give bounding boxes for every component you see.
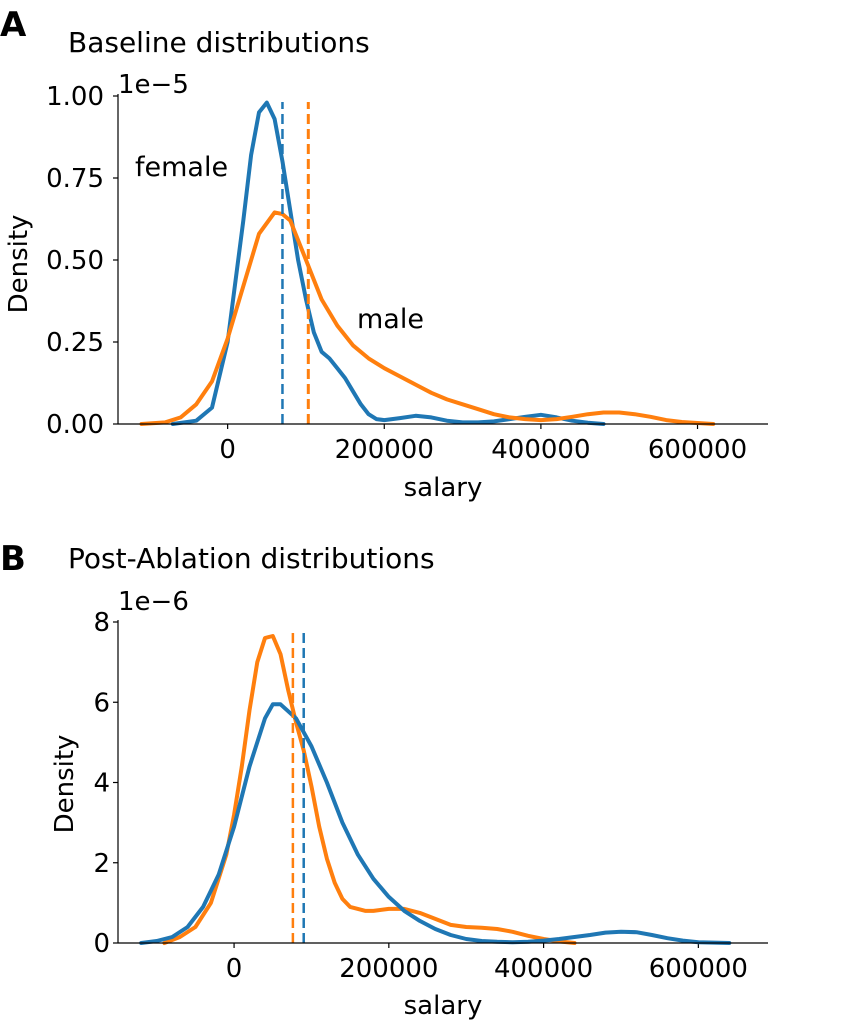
panel-b-y-tick-label: 6 — [93, 688, 110, 718]
panel-letter-a: A — [0, 5, 27, 45]
panel-b-x-tick-label: 400000 — [494, 954, 593, 984]
panel-b-y-exponent: 1e−6 — [118, 587, 189, 617]
panel-a-y-tick-label: 1.00 — [46, 82, 104, 112]
panel-a: A Baseline distributions 1e−5 Density sa… — [0, 5, 768, 503]
panel-a-x-tick-label: 200000 — [335, 435, 434, 465]
panel-b-y-tick-label: 4 — [93, 769, 110, 799]
panel-a-curve-male — [139, 210, 716, 426]
panel-b-curves — [139, 634, 732, 945]
panel-letter-b: B — [0, 539, 26, 579]
panel-a-title: Baseline distributions — [68, 26, 370, 59]
panel-a-ticks: 0 200000 400000 600000 0.00 0.25 0.50 0.75 1.00 — [46, 82, 747, 465]
panel-b-x-tick-label: 0 — [226, 954, 243, 984]
panel-a-curves — [139, 100, 716, 426]
panel-a-y-tick-label: 0.00 — [46, 410, 104, 440]
panel-b-mean-lines — [291, 628, 305, 943]
panel-b-curve-female — [139, 702, 732, 945]
panel-b-title: Post-Ablation distributions — [68, 542, 435, 575]
panel-a-x-tick-label: 600000 — [648, 435, 747, 465]
panel-b-x-tick-label: 200000 — [339, 954, 438, 984]
panel-b-curve-male — [162, 634, 577, 945]
annotation-male: male — [357, 304, 424, 335]
panel-a-x-tick-label: 0 — [219, 435, 236, 465]
panel-a-y-axis-label: Density — [4, 215, 34, 314]
annotation-female: female — [135, 152, 228, 183]
panel-b-y-tick-label: 8 — [93, 608, 110, 638]
panel-a-x-tick-label: 400000 — [491, 435, 590, 465]
panel-a-curve-female — [170, 100, 606, 426]
panel-b-x-axis-label: salary — [404, 991, 483, 1021]
panel-b-y-tick-label: 0 — [93, 929, 110, 959]
panel-a-y-tick-label: 0.50 — [46, 246, 104, 276]
panel-a-mean-lines — [281, 102, 310, 424]
panel-a-x-axis-label: salary — [404, 473, 483, 503]
panel-a-y-tick-label: 0.75 — [46, 164, 104, 194]
panel-b: B Post-Ablation distributions 1e−6 Densi… — [0, 539, 768, 1021]
panel-b-x-tick-label: 600000 — [649, 954, 748, 984]
panel-b-axes — [117, 620, 768, 944]
panel-a-y-exponent: 1e−5 — [118, 70, 189, 100]
panel-b-y-tick-label: 2 — [93, 849, 110, 879]
panel-b-ticks: 0 200000 400000 600000 0 2 4 6 8 — [93, 608, 748, 984]
panel-a-y-tick-label: 0.25 — [46, 328, 104, 358]
panel-a-axes — [117, 94, 768, 425]
panel-b-y-axis-label: Density — [50, 735, 80, 834]
